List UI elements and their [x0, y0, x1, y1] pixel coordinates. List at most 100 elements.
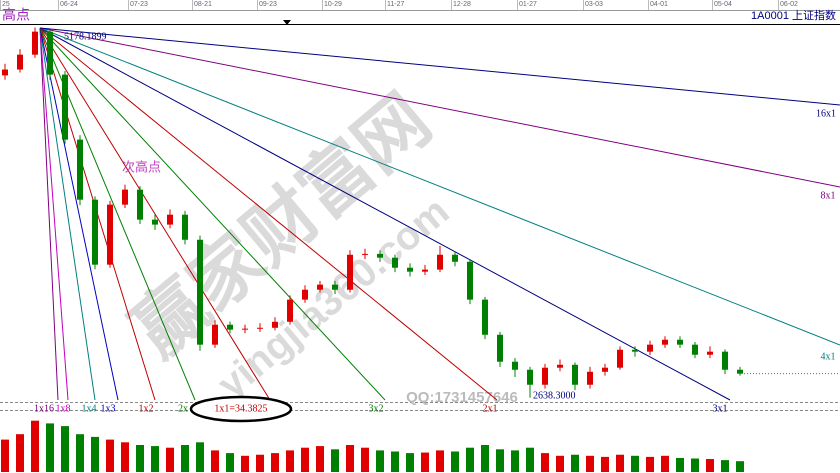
volume-bar: [106, 439, 114, 472]
candle-body: [452, 254, 458, 262]
candle-body: [272, 321, 278, 328]
date-label: 09-23: [259, 1, 277, 8]
volume-bar: [391, 451, 399, 472]
volume-bar: [286, 450, 294, 472]
volume-bar: [616, 454, 624, 472]
candle-body: [707, 351, 713, 355]
date-label: 06-02: [780, 1, 798, 8]
volume-bar: [196, 442, 204, 472]
candle-body: [617, 349, 623, 368]
candle-body: [482, 299, 488, 335]
gann-line: [39, 27, 498, 401]
candle-body: [197, 239, 203, 345]
volume-layer: [1, 420, 744, 472]
candle-body: [377, 253, 383, 258]
date-label: 10-29: [324, 1, 342, 8]
volume-bar: [526, 447, 534, 472]
volume-bar: [346, 445, 354, 472]
gann-label: 2x1: [483, 403, 498, 414]
candle-body: [17, 54, 23, 70]
date-label: 12-28: [453, 1, 471, 8]
candle-body: [542, 367, 548, 385]
date-label: 01-27: [519, 1, 537, 8]
gann-layer: [39, 27, 840, 401]
candle-body: [632, 349, 638, 352]
candle-body: [692, 344, 698, 355]
volume-bar: [676, 457, 684, 472]
candle-body: [317, 284, 323, 290]
symbol: 1A0001 上证指数: [751, 8, 836, 22]
candle-body: [77, 139, 83, 200]
volume-bar: [121, 442, 129, 472]
date-label: 06-24: [60, 1, 78, 8]
volume-bar: [631, 455, 639, 472]
volume-bar: [511, 450, 519, 472]
volume-bar: [481, 445, 489, 472]
candle-body: [422, 269, 428, 272]
volume-bar: [421, 452, 429, 472]
volume-bar: [1, 439, 9, 472]
candle-body: [527, 369, 533, 385]
volume-bar: [736, 461, 744, 472]
volume-bar: [271, 453, 279, 472]
volume-bar: [16, 434, 24, 472]
gann-line: [39, 27, 119, 401]
volume-bar: [151, 446, 159, 472]
volume-bar: [601, 456, 609, 472]
volume-bar: [646, 456, 654, 472]
gann-line: [39, 27, 840, 188]
gann-label: 1x2: [139, 403, 154, 414]
volume-bar: [586, 455, 594, 472]
candle-body: [497, 334, 503, 362]
volume-bar: [541, 453, 549, 472]
candle-body: [302, 289, 308, 300]
volume-bar: [166, 447, 174, 472]
candle-body: [2, 69, 8, 76]
candle-body: [32, 31, 38, 55]
volume-bar: [496, 449, 504, 472]
volume-bar: [571, 454, 579, 472]
volume-bar: [226, 453, 234, 472]
date-label: 08-21: [194, 1, 212, 8]
second-high-label: 次高点: [122, 159, 161, 174]
volume-bar: [46, 423, 54, 472]
candle-body: [557, 364, 563, 368]
gann-label: 3x1: [713, 403, 728, 414]
volume-bar: [406, 453, 414, 472]
date-label: 03-03: [585, 1, 603, 8]
marker: [283, 20, 291, 25]
gann-label: 1x4: [82, 403, 97, 414]
date-label: 04-01: [650, 1, 668, 8]
candle-body: [512, 361, 518, 370]
candle-body: [107, 204, 113, 265]
gann-line: [39, 27, 840, 346]
volume-bar: [376, 450, 384, 472]
candle-body: [47, 31, 53, 75]
watermark: QQ:1731457646: [406, 389, 518, 406]
volume-bar: [181, 445, 189, 472]
candle-body: [587, 371, 593, 385]
candle-body: [407, 267, 413, 272]
gann-label: 1x16: [34, 403, 54, 414]
candle-body: [137, 189, 143, 220]
gann-label: 8x1: [821, 190, 836, 201]
candle-body: [362, 253, 368, 255]
gann-line: [39, 27, 59, 401]
volume-bar: [301, 447, 309, 472]
candle-body: [572, 364, 578, 385]
volume-bar: [556, 455, 564, 472]
candle-body: [212, 324, 218, 345]
gann-line: [39, 27, 840, 106]
volume-bar: [721, 460, 729, 472]
volume-bar: [361, 447, 369, 472]
date-layer: 25 06-24 07-23 08-21 09-23 10-29 11-27 12-28 01-…: [0, 0, 798, 10]
candle-body: [602, 367, 608, 372]
volume-bar: [61, 426, 69, 472]
volume-bar: [31, 420, 39, 472]
volume-bar: [256, 454, 264, 472]
candle-body: [227, 324, 233, 330]
candle-body: [332, 284, 338, 290]
volume-bar: [136, 445, 144, 472]
high-label: 高点: [2, 7, 30, 23]
volume-bar: [436, 450, 444, 472]
